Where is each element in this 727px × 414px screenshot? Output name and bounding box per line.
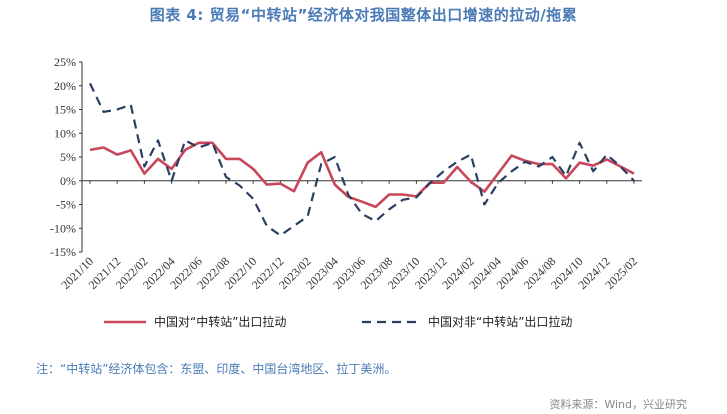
y-tick-label: 25%	[54, 55, 76, 69]
series-line-non-transit	[89, 82, 635, 237]
y-tick-label: -5%	[56, 198, 76, 212]
y-axis: 25% 20% 15% 10% 5% 0% -5% -10% -15%	[50, 55, 83, 259]
y-tick-label: 5%	[60, 150, 76, 164]
y-tick-label: 10%	[54, 126, 76, 140]
y-tick-label: 0%	[60, 174, 76, 188]
legend: 中国对“中转站”出口拉动 中国对非“中转站”出口拉动	[104, 314, 572, 329]
y-tick-label: 15%	[54, 103, 76, 117]
source-text: 资料来源：Wind，兴业研究	[549, 398, 687, 411]
chart-title: 图表 4: 贸易“中转站”经济体对我国整体出口增速的拉动/拖累	[149, 6, 578, 24]
y-tick-label: 20%	[54, 79, 76, 93]
y-tick-label: -10%	[50, 221, 76, 235]
footnote: 注：“中转站”经济体包含：东盟、印度、中国台湾地区、拉丁美洲。	[36, 362, 397, 376]
legend-label-non-transit: 中国对非“中转站”出口拉动	[428, 314, 572, 329]
legend-label-transit: 中国对“中转站”出口拉动	[154, 314, 286, 329]
series-lines	[89, 82, 635, 237]
series-line-transit	[89, 141, 635, 209]
y-tick-label: -15%	[50, 245, 76, 259]
